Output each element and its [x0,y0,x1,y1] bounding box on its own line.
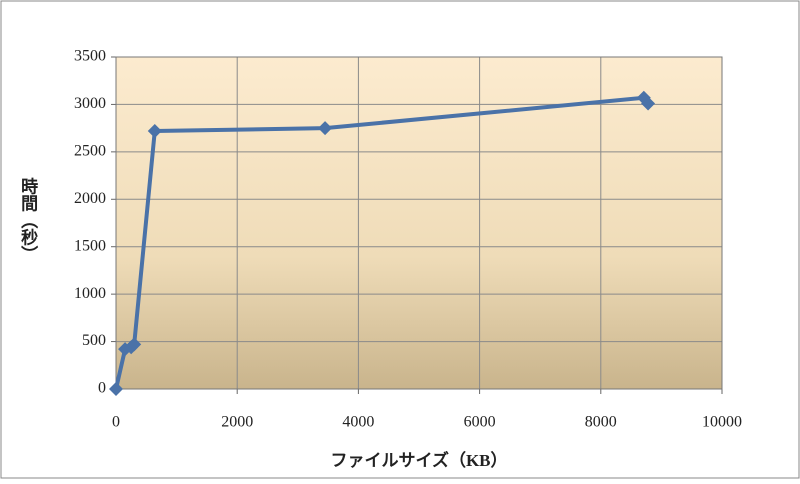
x-tick-label: 10000 [702,414,742,431]
plot-area [116,57,722,389]
y-tick-label: 0 [98,380,106,397]
data-point [318,121,333,136]
y-tick-label: 2000 [74,190,106,207]
y-tick-label: 1500 [74,237,106,254]
y-axis-title: 時間（秒） [18,176,38,262]
data-point [147,123,162,138]
x-tick-label: 8000 [585,414,617,431]
plot-frame [115,56,723,390]
x-axis-title: ファイルサイズ（KB） [330,450,507,470]
y-tick-label: 2500 [74,143,106,160]
y-tick-label: 3500 [74,48,106,65]
y-tick-label: 1000 [74,285,106,302]
data-point [109,382,123,396]
data-point [641,96,656,111]
x-tick-label: 4000 [342,414,374,431]
y-tick-label: 3000 [74,95,106,112]
y-tick-label: 500 [82,332,106,349]
data-point [127,337,142,352]
x-tick-label: 6000 [464,414,496,431]
x-tick-label: 2000 [221,414,253,431]
x-tick-label: 0 [112,414,120,431]
